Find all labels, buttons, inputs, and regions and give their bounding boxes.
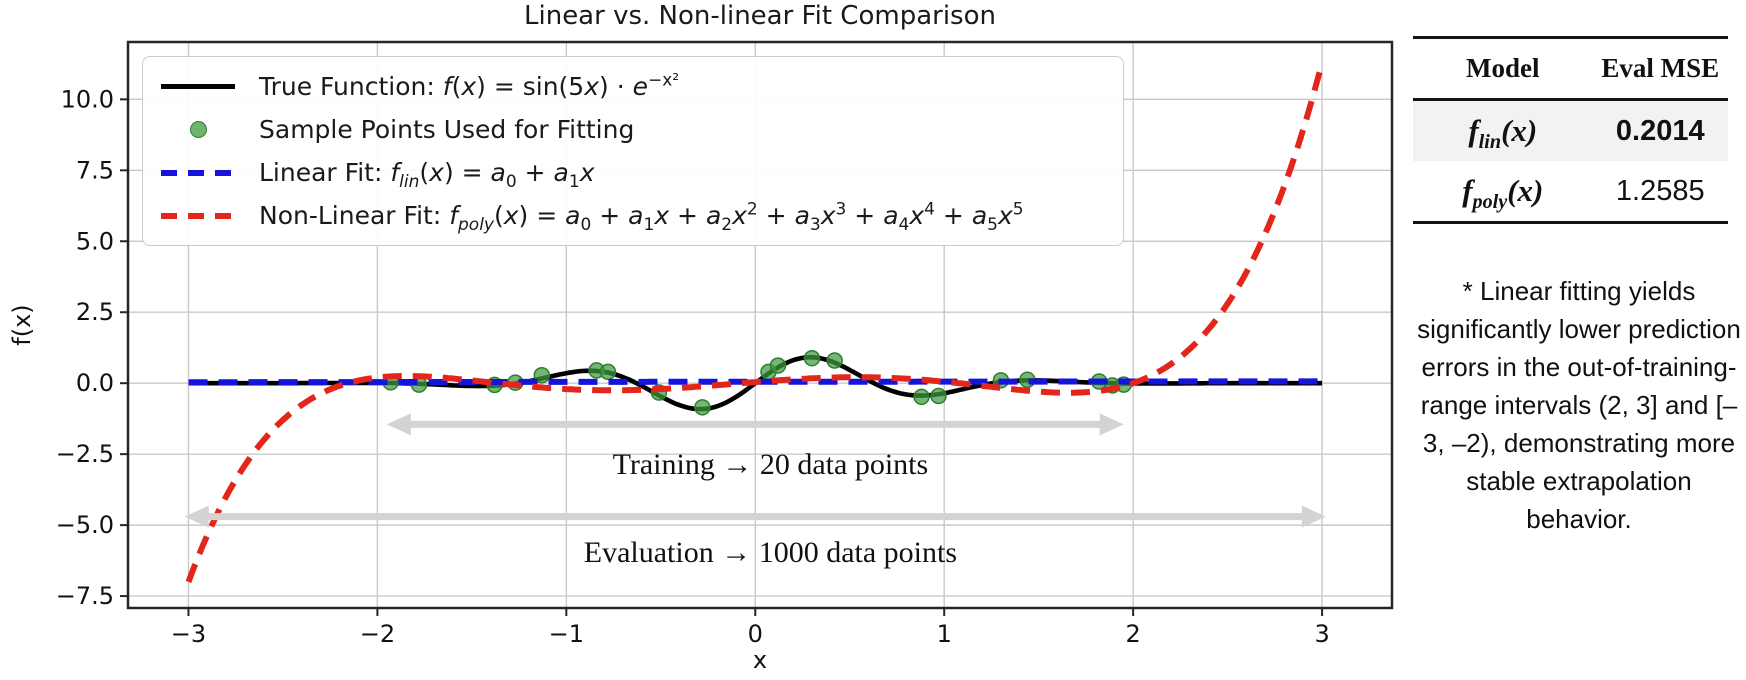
table-header-model: Model — [1466, 53, 1540, 83]
legend-label-linear-fit: Linear Fit: flin(x) = a0 + a1x — [259, 158, 595, 192]
chart-title: Linear vs. Non-linear Fit Comparison — [524, 1, 996, 31]
tick-labels: −3 −2 −1 0 1 2 3 10.0 7.5 5.0 2.5 0.0 −2.5 −5.0 −7.5 — [56, 85, 1330, 648]
table-rule-bottom — [1413, 221, 1728, 224]
table-header-row: Model Eval MSE — [1413, 39, 1728, 98]
true-function-swatch — [161, 84, 235, 89]
table-rule-mid — [1413, 98, 1728, 101]
x-axis-label: x — [753, 646, 767, 674]
y-tick-label: −2.5 — [56, 440, 114, 468]
y-axis-label: f(x) — [8, 304, 36, 345]
y-tick-label: 2.5 — [76, 298, 114, 326]
annotation-label: Evaluation → 1000 data points — [584, 536, 957, 569]
legend: True Function: f(x) = sin(5x) · e−x² Samp… — [142, 56, 1124, 246]
sample-point — [769, 357, 787, 374]
legend-swatch-box — [161, 212, 235, 219]
chart-canvas: Training → 20 data points Evaluation → 10… — [8, 1, 1394, 674]
table-rule-top — [1413, 36, 1728, 39]
table-row-linear: flin(x) 0.2014 — [1413, 101, 1728, 161]
y-tick-label: 5.0 — [76, 227, 114, 255]
footnote-text: * Linear fitting yields significantly lo… — [1417, 276, 1741, 534]
legend-label-true-function: True Function: f(x) = sin(5x) · e−x² — [259, 70, 680, 101]
x-tick-label: 2 — [1126, 620, 1141, 648]
legend-entry-true-function: True Function: f(x) = sin(5x) · e−x² — [161, 65, 1105, 108]
arrowhead-right — [1099, 413, 1124, 436]
series-poly-fit — [185, 61, 1326, 583]
sample-point — [913, 388, 930, 406]
plot-area: Training → 20 data points Evaluation → 10… — [184, 61, 1326, 583]
sample-point — [533, 366, 551, 384]
range-arrow-shaft — [204, 513, 1306, 521]
range-arrow-shaft — [406, 420, 1104, 428]
legend-entry-poly-fit: Non-Linear Fit: fpoly(x) = a0 + a1x + a2… — [161, 194, 1105, 237]
x-tick-label: −2 — [360, 620, 395, 648]
x-tick-label: 1 — [937, 620, 952, 648]
x-tick-label: 3 — [1314, 620, 1329, 648]
x-tick-label: −1 — [549, 620, 584, 648]
table-row-poly: fpoly(x) 1.2585 — [1413, 161, 1728, 221]
mse-value-poly: 1.2585 — [1615, 174, 1705, 207]
arrowhead-right — [1301, 505, 1326, 528]
legend-label-sample-points: Sample Points Used for Fitting — [259, 115, 635, 144]
annotation-evaluation-range: Evaluation → 1000 data points — [184, 505, 1326, 569]
legend-swatch-box — [161, 121, 235, 138]
legend-entry-linear-fit: Linear Fit: flin(x) = a0 + a1x — [161, 151, 1105, 194]
model-name-linear: flin(x) — [1468, 113, 1538, 154]
axes-border — [126, 40, 1394, 610]
sample-point — [930, 387, 947, 405]
legend-entry-sample-points: Sample Points Used for Fitting — [161, 108, 1105, 151]
mse-table: Model Eval MSE flin(x) 0.2014 fpoly(x) 1… — [1413, 36, 1728, 224]
legend-swatch-box — [161, 84, 235, 89]
mse-value-linear: 0.2014 — [1615, 114, 1705, 147]
arrowhead-left — [386, 413, 411, 436]
legend-swatch-box — [161, 169, 235, 176]
x-tick-label: −3 — [171, 620, 206, 648]
y-tick-label: 10.0 — [61, 85, 114, 113]
sample-point — [803, 349, 821, 367]
sample-point — [694, 399, 711, 416]
annotation-label: Training → 20 data points — [613, 448, 929, 481]
x-tick-label: 0 — [748, 620, 763, 648]
legend-label-poly-fit: Non-Linear Fit: fpoly(x) = a0 + a1x + a2… — [259, 199, 1024, 235]
y-tick-label: 7.5 — [76, 156, 114, 184]
sample-point — [599, 363, 617, 381]
annotation-training-range: Training → 20 data points — [386, 413, 1124, 481]
y-tick-label: −5.0 — [56, 511, 114, 539]
arrowhead-left — [184, 505, 209, 528]
y-tick-label: −7.5 — [56, 582, 114, 610]
linear-fit-swatch — [161, 169, 235, 176]
table-header-eval-mse: Eval MSE — [1601, 53, 1720, 83]
model-name-poly: fpoly(x) — [1462, 173, 1544, 214]
sample-point — [826, 352, 843, 369]
poly-fit-swatch — [161, 212, 235, 219]
side-panel: Model Eval MSE flin(x) 0.2014 fpoly(x) 1… — [1412, 0, 1746, 680]
sample-points-swatch — [189, 121, 207, 138]
y-tick-label: 0.0 — [76, 369, 114, 397]
